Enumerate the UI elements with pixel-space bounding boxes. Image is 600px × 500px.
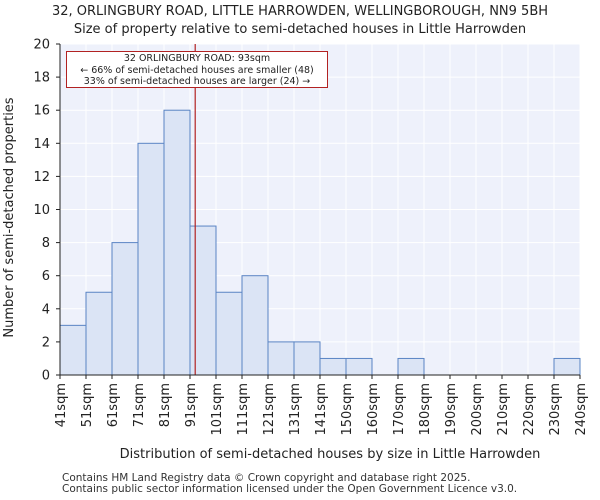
- x-tick-label: 91sqm: [184, 383, 199, 427]
- x-tick-label: 141sqm: [314, 383, 329, 436]
- x-tick-label: 230sqm: [548, 383, 563, 436]
- footer-line2: Contains public sector information licen…: [62, 483, 518, 495]
- histogram-bar: [137, 142, 165, 376]
- annotation-line3: 33% of semi-detached houses are larger (…: [83, 76, 311, 87]
- property-annotation: 32 ORLINGBURY ROAD: 93sqm ← 66% of semi-…: [66, 51, 328, 88]
- y-tick-label: 12: [33, 170, 50, 185]
- histogram-bar: [59, 324, 87, 376]
- histogram-bar: [319, 357, 347, 376]
- x-tick-label: 160sqm: [366, 383, 381, 436]
- histogram-bar: [215, 291, 243, 376]
- x-axis-label: Distribution of semi-detached houses by …: [120, 447, 541, 462]
- y-tick-label: 4: [42, 302, 50, 317]
- x-tick-label: 121sqm: [262, 383, 277, 436]
- histogram-bar: [111, 242, 139, 376]
- histogram-bar: [293, 341, 321, 376]
- x-tick-label: 170sqm: [392, 383, 407, 436]
- x-tick-label: 51sqm: [80, 383, 95, 427]
- y-axis-label: Number of semi-detached properties: [2, 97, 17, 337]
- y-tick-label: 14: [33, 137, 50, 152]
- footer-line1: Contains HM Land Registry data © Crown c…: [62, 472, 471, 484]
- x-tick-label: 41sqm: [54, 383, 69, 427]
- y-tick-label: 8: [42, 236, 50, 251]
- chart-title-line2: Size of property relative to semi-detach…: [73, 22, 527, 37]
- y-tick-label: 16: [33, 104, 50, 119]
- attribution-footer: Contains HM Land Registry data © Crown c…: [62, 473, 517, 495]
- x-tick-label: 101sqm: [210, 383, 225, 436]
- y-tick-label: 6: [42, 269, 50, 284]
- x-tick-label: 180sqm: [418, 383, 433, 436]
- y-tick-label: 2: [42, 335, 50, 350]
- x-tick-label: 131sqm: [288, 383, 303, 436]
- histogram-bar: [397, 357, 425, 376]
- x-tick-label: 210sqm: [496, 383, 511, 436]
- histogram-bar: [267, 341, 295, 376]
- y-tick-label: 0: [42, 369, 50, 384]
- histogram-bar: [85, 291, 113, 376]
- histogram-bar: [189, 225, 217, 376]
- x-tick-label: 220sqm: [522, 383, 537, 436]
- x-tick-label: 200sqm: [470, 383, 485, 436]
- histogram-bar: [241, 275, 269, 376]
- y-tick-label: 10: [33, 203, 50, 218]
- x-tick-label: 61sqm: [106, 383, 121, 427]
- x-tick-label: 190sqm: [444, 383, 459, 436]
- histogram-bar: [553, 357, 581, 376]
- histogram-bar: [163, 109, 191, 376]
- x-tick-label: 111sqm: [236, 383, 251, 436]
- chart-title: 32, ORLINGBURY ROAD, LITTLE HARROWDEN, W…: [0, 3, 600, 39]
- y-tick-label: 20: [33, 38, 50, 53]
- histogram-bar: [345, 357, 373, 376]
- annotation-line1: 32 ORLINGBURY ROAD: 93sqm: [123, 53, 271, 64]
- annotation-line2: ← 66% of semi-detached houses are smalle…: [80, 64, 314, 76]
- chart-title-line1: 32, ORLINGBURY ROAD, LITTLE HARROWDEN, W…: [51, 4, 549, 19]
- x-tick-label: 150sqm: [340, 383, 355, 436]
- y-tick-label: 18: [33, 71, 50, 86]
- x-tick-label: 71sqm: [132, 383, 147, 427]
- x-tick-label: 81sqm: [158, 383, 173, 427]
- x-tick-label: 240sqm: [574, 383, 589, 436]
